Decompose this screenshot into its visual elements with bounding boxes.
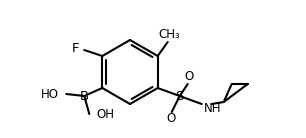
Text: O: O — [166, 112, 175, 125]
Text: B: B — [80, 90, 89, 103]
Text: F: F — [72, 43, 79, 55]
Text: OH: OH — [96, 108, 114, 121]
Text: NH: NH — [204, 102, 221, 115]
Text: CH₃: CH₃ — [159, 29, 181, 42]
Text: O: O — [184, 71, 193, 83]
Text: HO: HO — [41, 87, 59, 100]
Text: S: S — [176, 90, 184, 103]
